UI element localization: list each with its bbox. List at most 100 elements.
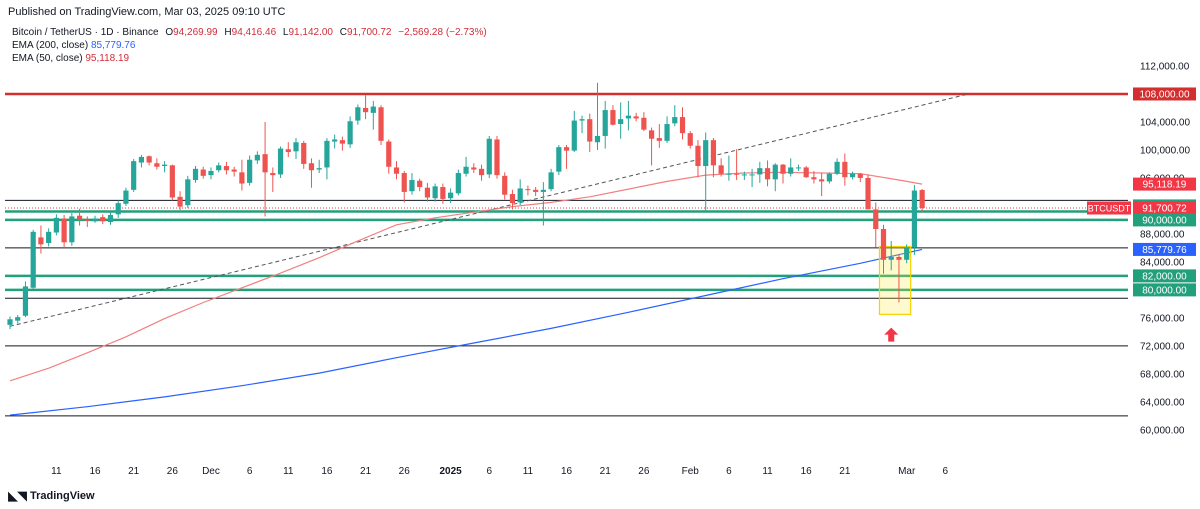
candle xyxy=(664,116,670,143)
candle xyxy=(154,158,160,170)
candle-body xyxy=(231,169,237,172)
candle-body xyxy=(185,179,191,206)
candle xyxy=(270,167,276,192)
price-label-bg xyxy=(1133,177,1196,191)
ema200-row[interactable]: EMA (200, close) 85,779.76 xyxy=(12,39,487,52)
candle-body xyxy=(100,217,106,222)
price-label-text: 95,118.19 xyxy=(1143,180,1187,191)
candle xyxy=(509,189,516,210)
y-tick-label: 112,000.00 xyxy=(1140,61,1190,72)
candle-body xyxy=(324,140,330,168)
candle xyxy=(378,105,384,146)
candle xyxy=(819,173,825,197)
candle xyxy=(22,281,29,318)
candle-body xyxy=(301,142,307,164)
candle xyxy=(216,162,222,173)
price-label-bg xyxy=(1133,242,1196,256)
candle-body xyxy=(61,218,67,243)
candle-body xyxy=(772,164,778,180)
candle-body xyxy=(502,175,508,195)
candle xyxy=(478,164,485,181)
x-tick-label: 21 xyxy=(128,466,140,477)
candle xyxy=(463,156,469,177)
candle-body xyxy=(548,172,554,190)
price-label-text: 85,779.76 xyxy=(1142,245,1187,256)
candle xyxy=(355,104,361,125)
candle xyxy=(788,158,794,177)
candle-body xyxy=(811,177,817,180)
ema50-row[interactable]: EMA (50, close) 95,118.19 xyxy=(12,52,487,65)
change-value: −2,569.28 (−2.73%) xyxy=(398,27,487,38)
candle-body xyxy=(417,180,423,188)
high-label: H xyxy=(224,27,232,38)
candle-body xyxy=(386,141,392,167)
price-label: 82,000.00 xyxy=(1133,269,1196,283)
candle xyxy=(571,110,577,153)
symbol-tag-bg xyxy=(1087,201,1131,215)
close-value: 91,700.72 xyxy=(347,27,392,38)
candle-body xyxy=(347,121,353,145)
candle xyxy=(888,240,894,271)
y-tick-label: 88,000.00 xyxy=(1140,229,1185,240)
candle-body xyxy=(656,138,662,141)
ema50-label: EMA (50, close) xyxy=(12,53,83,64)
candle xyxy=(486,135,492,178)
candle xyxy=(324,138,330,180)
candle-body xyxy=(424,187,431,198)
candle xyxy=(76,208,83,226)
candle-body xyxy=(339,140,345,144)
candle xyxy=(517,179,523,206)
candle-body xyxy=(308,163,315,171)
candle xyxy=(625,100,631,131)
candle-body xyxy=(393,167,400,174)
candle xyxy=(703,132,709,212)
candle-body xyxy=(471,167,477,170)
candle-body xyxy=(780,164,786,174)
candle-body xyxy=(401,173,407,192)
candle xyxy=(53,214,59,236)
candle-body xyxy=(857,173,863,178)
candle xyxy=(69,212,75,246)
candle-body xyxy=(30,231,36,288)
candle xyxy=(842,153,848,186)
candle-body xyxy=(556,147,562,172)
candle xyxy=(780,163,786,184)
candle-body xyxy=(865,177,871,210)
x-tick-label: 21 xyxy=(600,466,612,477)
candle-body xyxy=(819,179,825,182)
candle-body xyxy=(703,140,709,167)
candle-body xyxy=(710,140,717,166)
candle-body xyxy=(904,247,910,260)
symbol-label[interactable]: Bitcoin / TetherUS · 1D · Binance xyxy=(12,27,159,38)
candle xyxy=(208,167,214,180)
tradingview-branding[interactable]: ◣◥ TradingView xyxy=(8,488,95,504)
candle-body xyxy=(154,163,160,167)
x-tick-label: 21 xyxy=(839,466,851,477)
candle xyxy=(540,182,546,226)
price-label-bg xyxy=(1133,269,1196,283)
brand-name: TradingView xyxy=(30,490,95,502)
candle xyxy=(409,173,415,195)
x-tick-label: Feb xyxy=(682,466,700,477)
candle xyxy=(741,171,747,181)
candle-body xyxy=(432,186,438,199)
price-label-bg xyxy=(1133,201,1196,215)
candle xyxy=(200,166,206,179)
ema200-line xyxy=(9,248,923,416)
x-tick-label: 26 xyxy=(167,466,179,477)
candle xyxy=(46,228,52,247)
candle-body xyxy=(741,174,747,176)
candle xyxy=(849,171,856,180)
candle xyxy=(131,159,137,192)
candle xyxy=(471,163,477,174)
price-label-bg xyxy=(1133,87,1196,101)
candle-body xyxy=(764,168,771,180)
x-tick-label: 6 xyxy=(726,466,732,477)
candle xyxy=(231,166,237,177)
candle-body xyxy=(734,173,740,175)
candle xyxy=(896,254,902,303)
candle xyxy=(162,161,168,173)
x-tick-label: 6 xyxy=(247,466,253,477)
candle xyxy=(455,169,461,196)
